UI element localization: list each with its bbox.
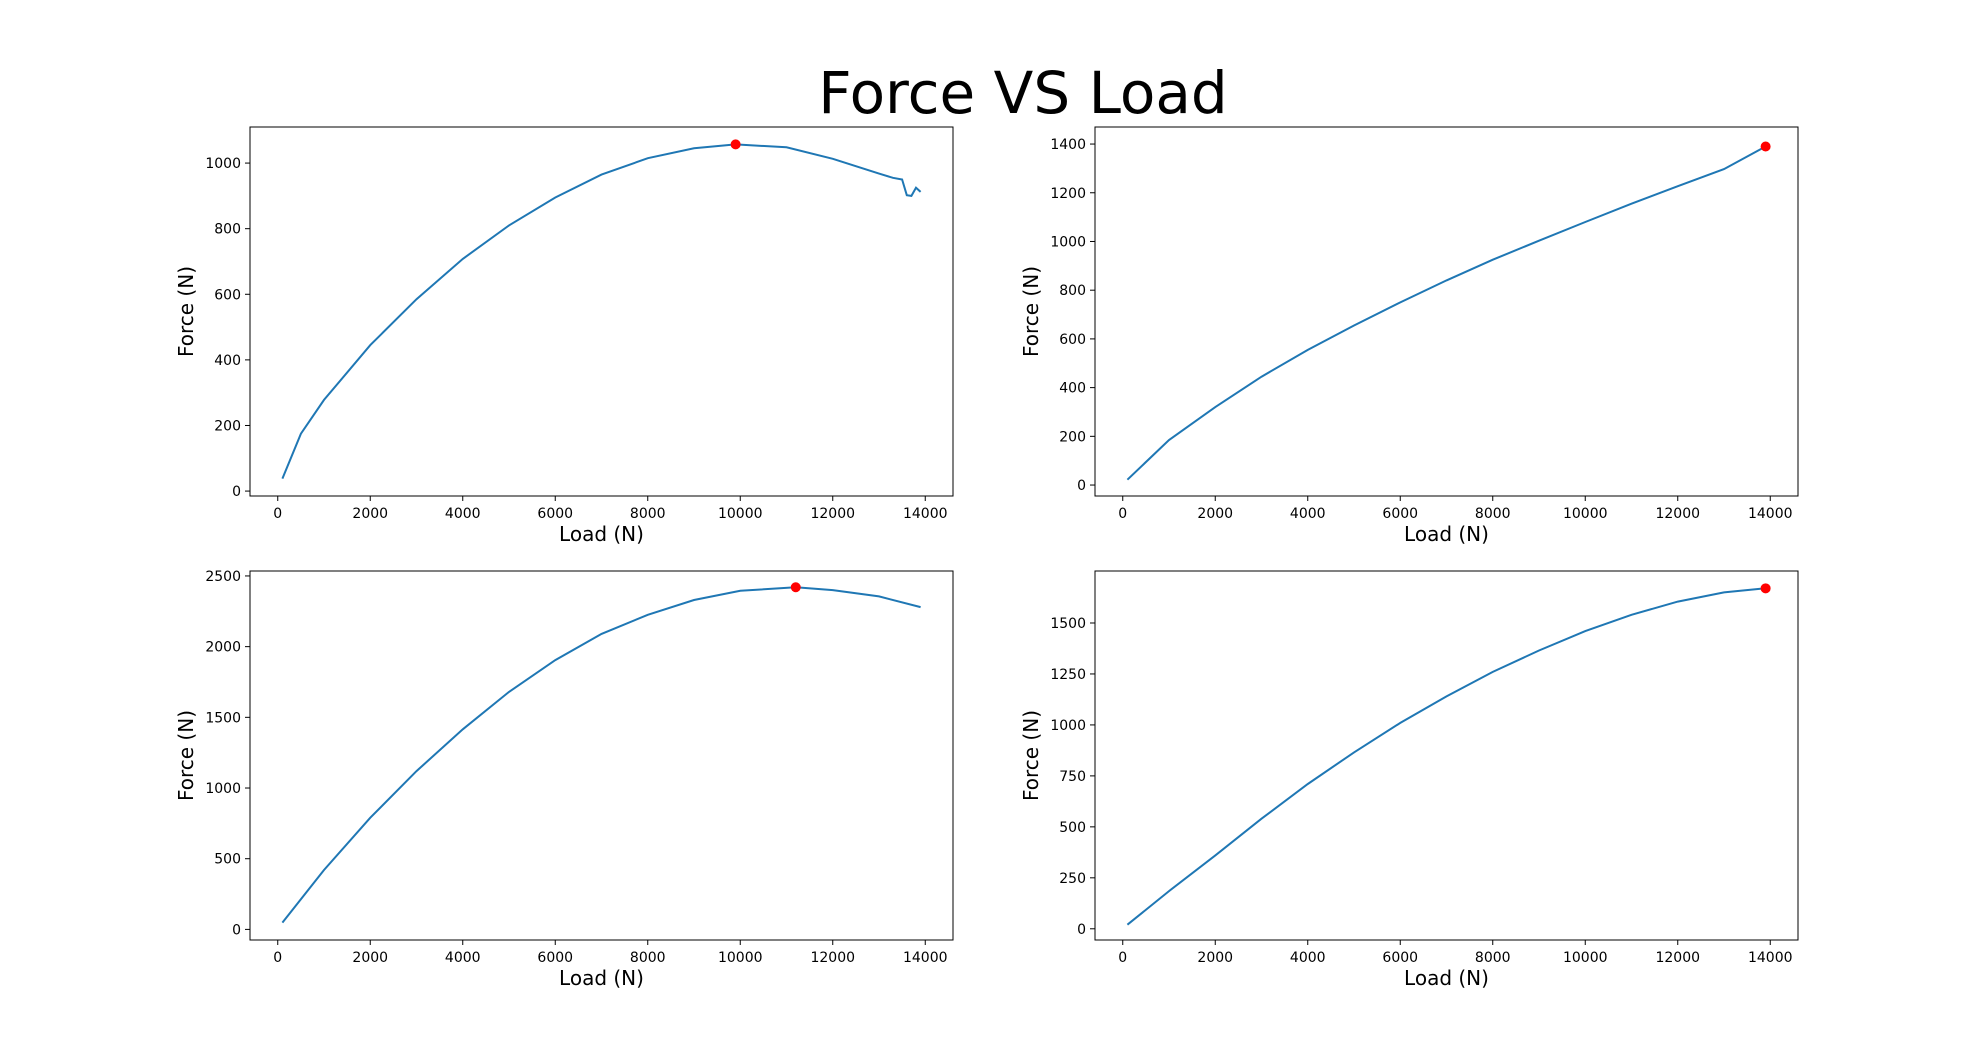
chart-panel-2: 0 2000 4000 6000 8000 10000 12000 14000 0 200 400 6… bbox=[1019, 126, 1799, 546]
y-axis-label: Force (N) bbox=[1019, 266, 1043, 357]
x-tick-label: 6000 bbox=[537, 950, 573, 966]
max-point-marker bbox=[730, 139, 741, 150]
x-tick-label: 6000 bbox=[537, 506, 573, 522]
y-tick-label: 1000 bbox=[205, 156, 241, 172]
y-tick-label: 400 bbox=[1059, 381, 1086, 397]
series-line bbox=[1126, 587, 1766, 926]
y-tick-label: 1500 bbox=[205, 710, 241, 726]
x-tick-label: 12000 bbox=[810, 950, 855, 966]
y-tick-label: 800 bbox=[214, 222, 241, 238]
y-tick-label: 1000 bbox=[1050, 718, 1086, 734]
y-axis-label: Force (N) bbox=[1019, 710, 1043, 801]
x-tick-label: 4000 bbox=[1290, 506, 1326, 522]
x-tick-label: 2000 bbox=[352, 950, 388, 966]
x-tick-label: 0 bbox=[273, 506, 282, 522]
y-tick-label: 1400 bbox=[1050, 137, 1086, 153]
x-tick-label: 6000 bbox=[1382, 506, 1418, 522]
chart-panel-4: 0 2000 4000 6000 8000 10000 12000 14000 0 250 500 7… bbox=[1019, 570, 1799, 990]
x-tick-label: 10000 bbox=[1563, 506, 1608, 522]
y-tick-label: 1500 bbox=[1050, 616, 1086, 632]
x-tick-label: 4000 bbox=[445, 950, 481, 966]
x-axis-label: Load (N) bbox=[559, 522, 644, 546]
y-tick-label: 0 bbox=[232, 922, 241, 938]
x-tick-label: 2000 bbox=[1197, 506, 1233, 522]
x-tick-label: 2000 bbox=[352, 506, 388, 522]
axes-frame bbox=[1094, 570, 1799, 941]
x-tick-label: 10000 bbox=[718, 506, 763, 522]
y-tick-label: 500 bbox=[214, 852, 241, 868]
x-tick-label: 14000 bbox=[1748, 506, 1793, 522]
series-line bbox=[281, 143, 922, 479]
x-tick-label: 12000 bbox=[1655, 506, 1700, 522]
x-tick-label: 10000 bbox=[718, 950, 763, 966]
y-axis-label: Force (N) bbox=[174, 710, 198, 801]
max-point-marker bbox=[1760, 141, 1771, 152]
y-tick-label: 200 bbox=[1059, 429, 1086, 445]
y-tick-label: 750 bbox=[1059, 769, 1086, 785]
y-tick-label: 800 bbox=[1059, 283, 1086, 299]
series-line bbox=[281, 586, 921, 924]
y-tick-label: 200 bbox=[214, 418, 241, 434]
y-tick-label: 1200 bbox=[1050, 186, 1086, 202]
x-tick-label: 14000 bbox=[1748, 950, 1793, 966]
y-tick-label: 600 bbox=[214, 287, 241, 303]
x-tick-label: 8000 bbox=[630, 950, 666, 966]
x-axis-label: Load (N) bbox=[1404, 966, 1489, 990]
chart-panel-3: 0 2000 4000 6000 8000 10000 12000 14000 0 500 1000… bbox=[174, 569, 954, 990]
x-tick-label: 12000 bbox=[810, 506, 855, 522]
x-tick-label: 8000 bbox=[630, 506, 666, 522]
y-tick-label: 250 bbox=[1059, 871, 1086, 887]
x-tick-label: 14000 bbox=[903, 506, 948, 522]
x-tick-label: 0 bbox=[273, 950, 282, 966]
x-axis-label: Load (N) bbox=[559, 966, 644, 990]
x-tick-label: 2000 bbox=[1197, 950, 1233, 966]
y-tick-label: 2500 bbox=[205, 569, 241, 585]
x-tick-label: 4000 bbox=[445, 506, 481, 522]
max-point-marker bbox=[1760, 583, 1771, 594]
y-tick-label: 0 bbox=[232, 484, 241, 500]
x-tick-label: 14000 bbox=[903, 950, 948, 966]
y-tick-label: 0 bbox=[1077, 922, 1086, 938]
y-tick-label: 400 bbox=[214, 353, 241, 369]
page-title: Force VS Load bbox=[818, 59, 1227, 127]
axes-frame bbox=[1094, 126, 1799, 497]
x-tick-label: 8000 bbox=[1475, 950, 1511, 966]
series-line bbox=[1126, 145, 1767, 481]
axes-frame bbox=[249, 570, 954, 941]
max-point-marker bbox=[790, 582, 801, 593]
x-axis-label: Load (N) bbox=[1404, 522, 1489, 546]
y-axis-label: Force (N) bbox=[174, 266, 198, 357]
axes-frame bbox=[249, 126, 954, 497]
y-tick-label: 500 bbox=[1059, 820, 1086, 836]
y-tick-label: 2000 bbox=[205, 640, 241, 656]
y-tick-label: 1250 bbox=[1050, 667, 1086, 683]
x-tick-label: 4000 bbox=[1290, 950, 1326, 966]
x-tick-label: 0 bbox=[1118, 506, 1127, 522]
x-tick-label: 12000 bbox=[1655, 950, 1700, 966]
x-tick-label: 8000 bbox=[1475, 506, 1511, 522]
y-tick-label: 1000 bbox=[1050, 234, 1086, 250]
y-tick-label: 600 bbox=[1059, 332, 1086, 348]
chart-panel-1: 0 2000 4000 6000 8000 10000 12000 14000 0 200 400 6… bbox=[174, 126, 954, 546]
y-tick-label: 1000 bbox=[205, 781, 241, 797]
y-tick-label: 0 bbox=[1077, 478, 1086, 494]
x-tick-label: 6000 bbox=[1382, 950, 1418, 966]
x-tick-label: 0 bbox=[1118, 950, 1127, 966]
x-tick-label: 10000 bbox=[1563, 950, 1608, 966]
